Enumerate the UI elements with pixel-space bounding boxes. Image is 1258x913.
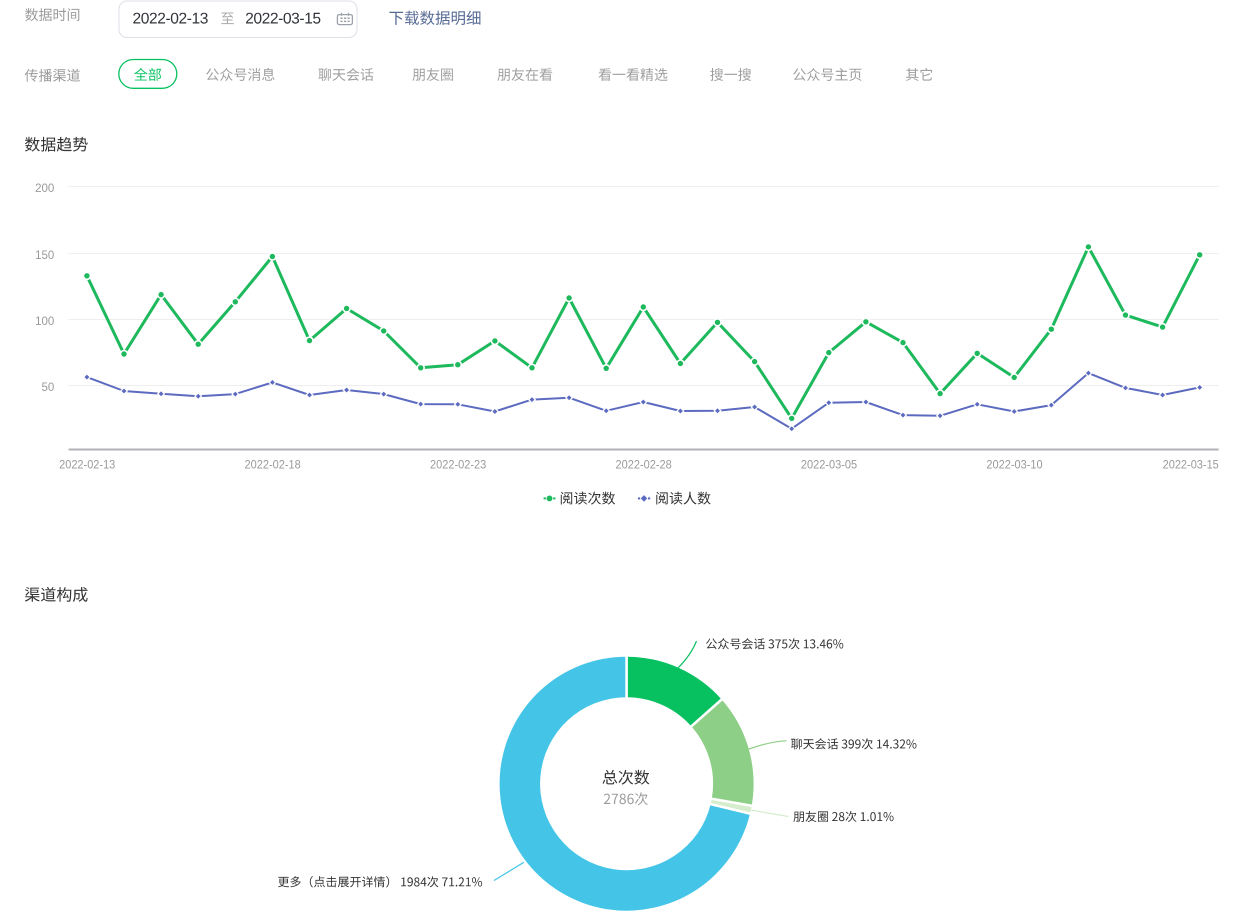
svg-text:2022-02-28: 2022-02-28 [616,459,672,471]
svg-text:100: 100 [35,316,54,328]
svg-text:50: 50 [42,382,55,394]
svg-text:2022-03-10: 2022-03-10 [986,459,1042,471]
svg-text:2022-02-23: 2022-02-23 [430,459,486,471]
svg-text:2022-03-15: 2022-03-15 [1163,459,1219,471]
svg-text:2022-02-13: 2022-02-13 [59,459,115,471]
svg-text:2022-02-18: 2022-02-18 [245,459,301,471]
svg-text:2022-03-05: 2022-03-05 [801,459,857,471]
svg-text:150: 150 [35,250,54,262]
svg-text:200: 200 [35,183,54,195]
